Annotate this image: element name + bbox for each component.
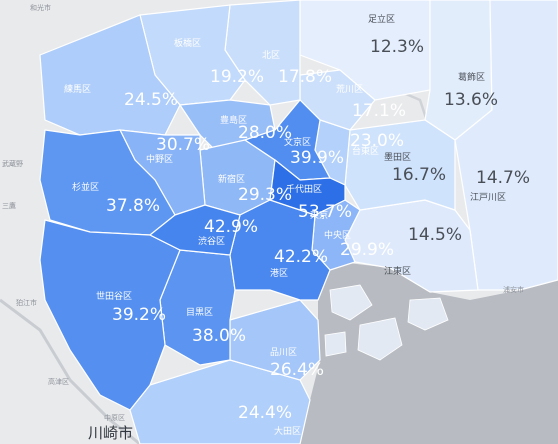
ward-pct-shinagawa: 26.4% — [270, 360, 324, 380]
ward-pct-ota: 24.4% — [238, 403, 292, 423]
ward-name-shibuya: 渋谷区 — [198, 235, 225, 247]
ward-name-sumida: 墨田区 — [384, 152, 411, 163]
ward-name-arakawa: 荒川区 — [336, 84, 363, 95]
ward-name-shinagawa: 品川区 — [270, 347, 297, 358]
ward-pct-minato: 42.2% — [274, 247, 328, 267]
ward-name-shinjuku: 新宿区 — [218, 173, 245, 185]
ward-name-koto: 江東区 — [384, 265, 411, 277]
ward-pct-shibuya: 42.9% — [204, 217, 258, 237]
ward-name-chiyoda: 千代田区 — [286, 184, 322, 195]
ward-pct-edogawa: 14.7% — [476, 168, 530, 188]
ward-pct-meguro: 38.0% — [192, 326, 246, 346]
ward-pct-chuo: 29.9% — [340, 240, 394, 260]
ward-chiyoda[interactable] — [269, 158, 346, 216]
ward-name-edogawa: 江戸川区 — [470, 192, 506, 203]
ward-name-chuo: 中央区 — [324, 229, 351, 241]
ward-name-bunkyo: 文京区 — [284, 136, 311, 148]
ward-pct-taito: 23.0% — [350, 131, 404, 151]
ward-name-suginami: 杉並区 — [72, 181, 99, 193]
ward-name-adachi: 足立区 — [368, 13, 395, 25]
ward-pct-shinjuku: 29.3% — [238, 185, 292, 205]
ward-pct-suginami: 37.8% — [106, 196, 160, 216]
label-nakahara: 中原区 — [104, 413, 125, 422]
ward-name-itabashi: 板橋区 — [174, 37, 201, 49]
ward-name-nakano: 中野区 — [146, 153, 173, 165]
ward-pct-toshima: 28.0% — [238, 123, 292, 143]
ward-pct-katsushika: 13.6% — [444, 90, 498, 110]
ward-name-taito: 台東区 — [352, 145, 379, 157]
ward-pct-nerima: 24.5% — [124, 90, 178, 110]
ward-name-setagaya: 世田谷区 — [96, 290, 132, 302]
ward-name-toshima: 豊島区 — [220, 114, 247, 126]
ward-name-meguro: 目黒区 — [186, 307, 213, 318]
label-urayasu: 浦安市 — [503, 285, 524, 294]
label-takatsu: 高津区 — [48, 377, 69, 386]
ward-pct-kita: 17.8% — [278, 67, 332, 87]
ward-sumida[interactable] — [344, 119, 456, 211]
label-musashino: 武蔵野 — [2, 159, 23, 168]
label-komae: 狛江市 — [16, 298, 37, 307]
ward-name-katsushika: 葛飾区 — [458, 71, 485, 83]
ward-pct-itabashi: 19.2% — [210, 67, 264, 87]
ward-pct-chiyoda: 53.7% — [298, 202, 352, 222]
ward-pct-koto: 14.5% — [408, 225, 462, 245]
station-label-tokyo: 東京 — [310, 209, 328, 221]
ward-shibuya[interactable] — [148, 204, 241, 256]
ward-name-nerima: 練馬区 — [64, 83, 91, 95]
ward-pct-nakano: 30.7% — [156, 135, 210, 155]
tama-river — [0, 298, 141, 444]
ward-name-minato: 港区 — [270, 267, 288, 279]
ward-name-ota: 大田区 — [274, 425, 301, 437]
bay-landfill — [324, 284, 449, 361]
ward-pct-setagaya: 39.2% — [112, 305, 166, 325]
label-kawasaki: 川崎市 — [88, 424, 133, 442]
ward-pct-bunkyo: 39.9% — [290, 148, 344, 168]
label-mitaka: 三鷹 — [2, 201, 16, 210]
ward-name-kita: 北区 — [262, 50, 280, 61]
ward-pct-sumida: 16.7% — [392, 165, 446, 185]
ward-pct-adachi: 12.3% — [370, 37, 424, 57]
ward-pct-arakawa: 17.1% — [352, 101, 406, 121]
label-wako: 和光市 — [30, 3, 51, 12]
